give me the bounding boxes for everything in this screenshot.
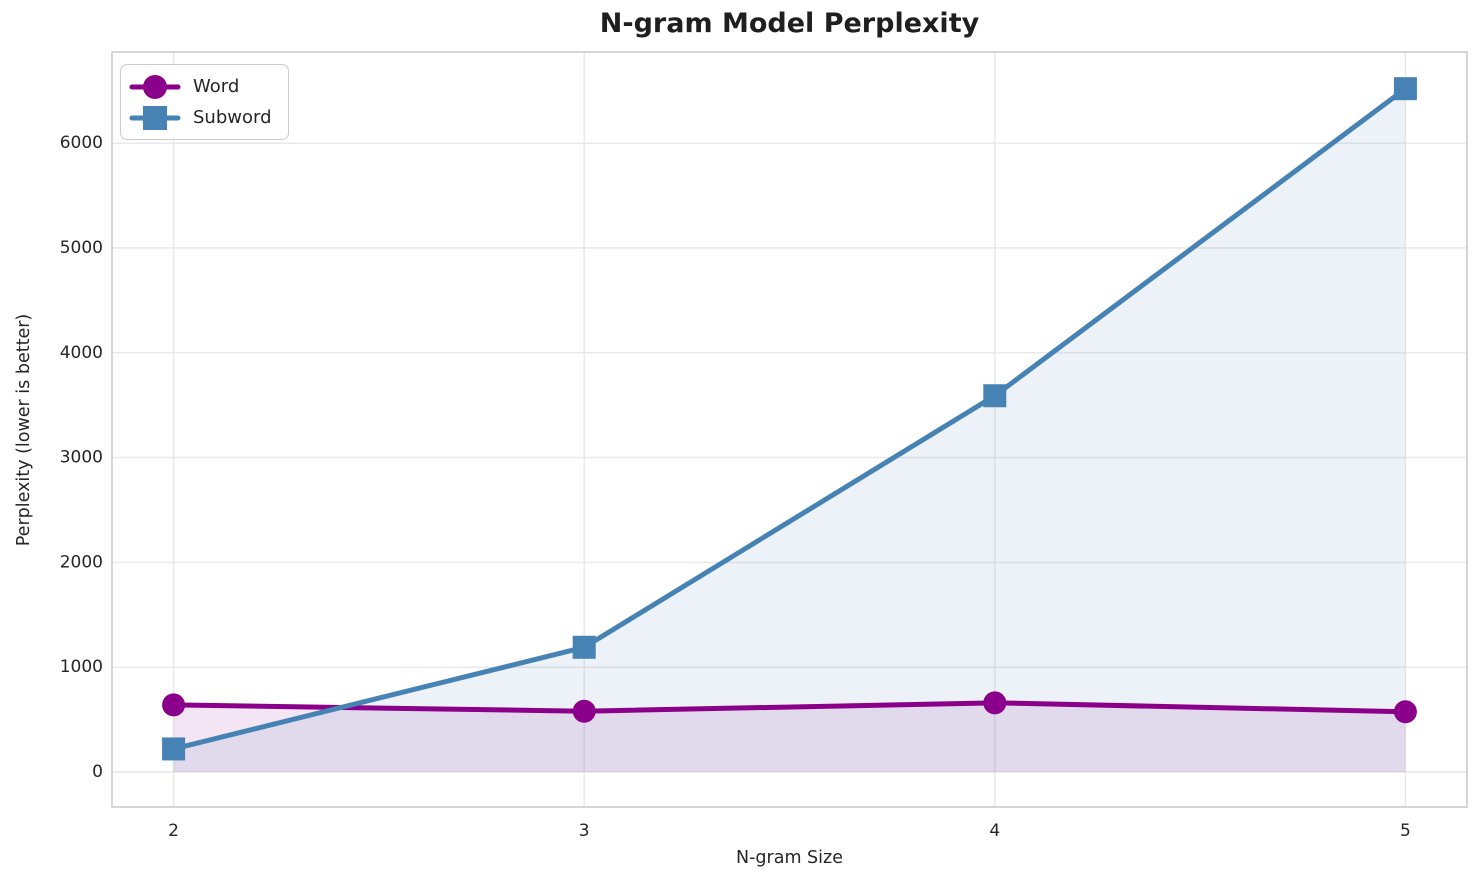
legend-square-icon (129, 105, 181, 130)
marker-square-subword (983, 384, 1007, 408)
y-tick-label: 2000 (60, 552, 103, 572)
area-fill-subword (173, 88, 1406, 772)
marker-square-subword (1393, 77, 1417, 101)
marker-circle-word (162, 693, 186, 717)
marker-circle-word (983, 691, 1007, 715)
y-tick-label: 3000 (60, 448, 103, 468)
line-subword (171, 86, 1408, 752)
y-tick-label: 5000 (60, 238, 103, 258)
legend-label: Word (193, 75, 240, 97)
x-tick-label: 3 (579, 821, 590, 841)
legend: Word Subword (120, 64, 289, 140)
x-tick-label: 4 (989, 821, 1000, 841)
legend-item-word: Word (129, 71, 272, 102)
line-word (171, 700, 1408, 715)
chart-title: N-gram Model Perplexity (599, 8, 980, 39)
legend-label: Subword (193, 106, 272, 128)
y-tick-label: 1000 (60, 657, 103, 677)
plot-border (111, 51, 1468, 808)
y-tick-label: 0 (92, 762, 103, 782)
legend-circle-icon (129, 74, 181, 99)
y-axis-label: Perplexity (lower is better) (14, 313, 34, 547)
legend-item-subword: Subword (129, 102, 272, 133)
marker-circle-word (1393, 700, 1417, 724)
y-tick-label: 6000 (60, 133, 103, 153)
marker-circle-word (572, 699, 596, 723)
marker-square-subword (572, 635, 596, 659)
x-tick-label: 2 (168, 821, 179, 841)
x-tick-label: 5 (1400, 821, 1411, 841)
marker-square-subword (162, 737, 186, 761)
y-tick-label: 4000 (60, 343, 103, 363)
x-axis-label: N-gram Size (736, 848, 843, 868)
area-fill-word (173, 702, 1406, 772)
